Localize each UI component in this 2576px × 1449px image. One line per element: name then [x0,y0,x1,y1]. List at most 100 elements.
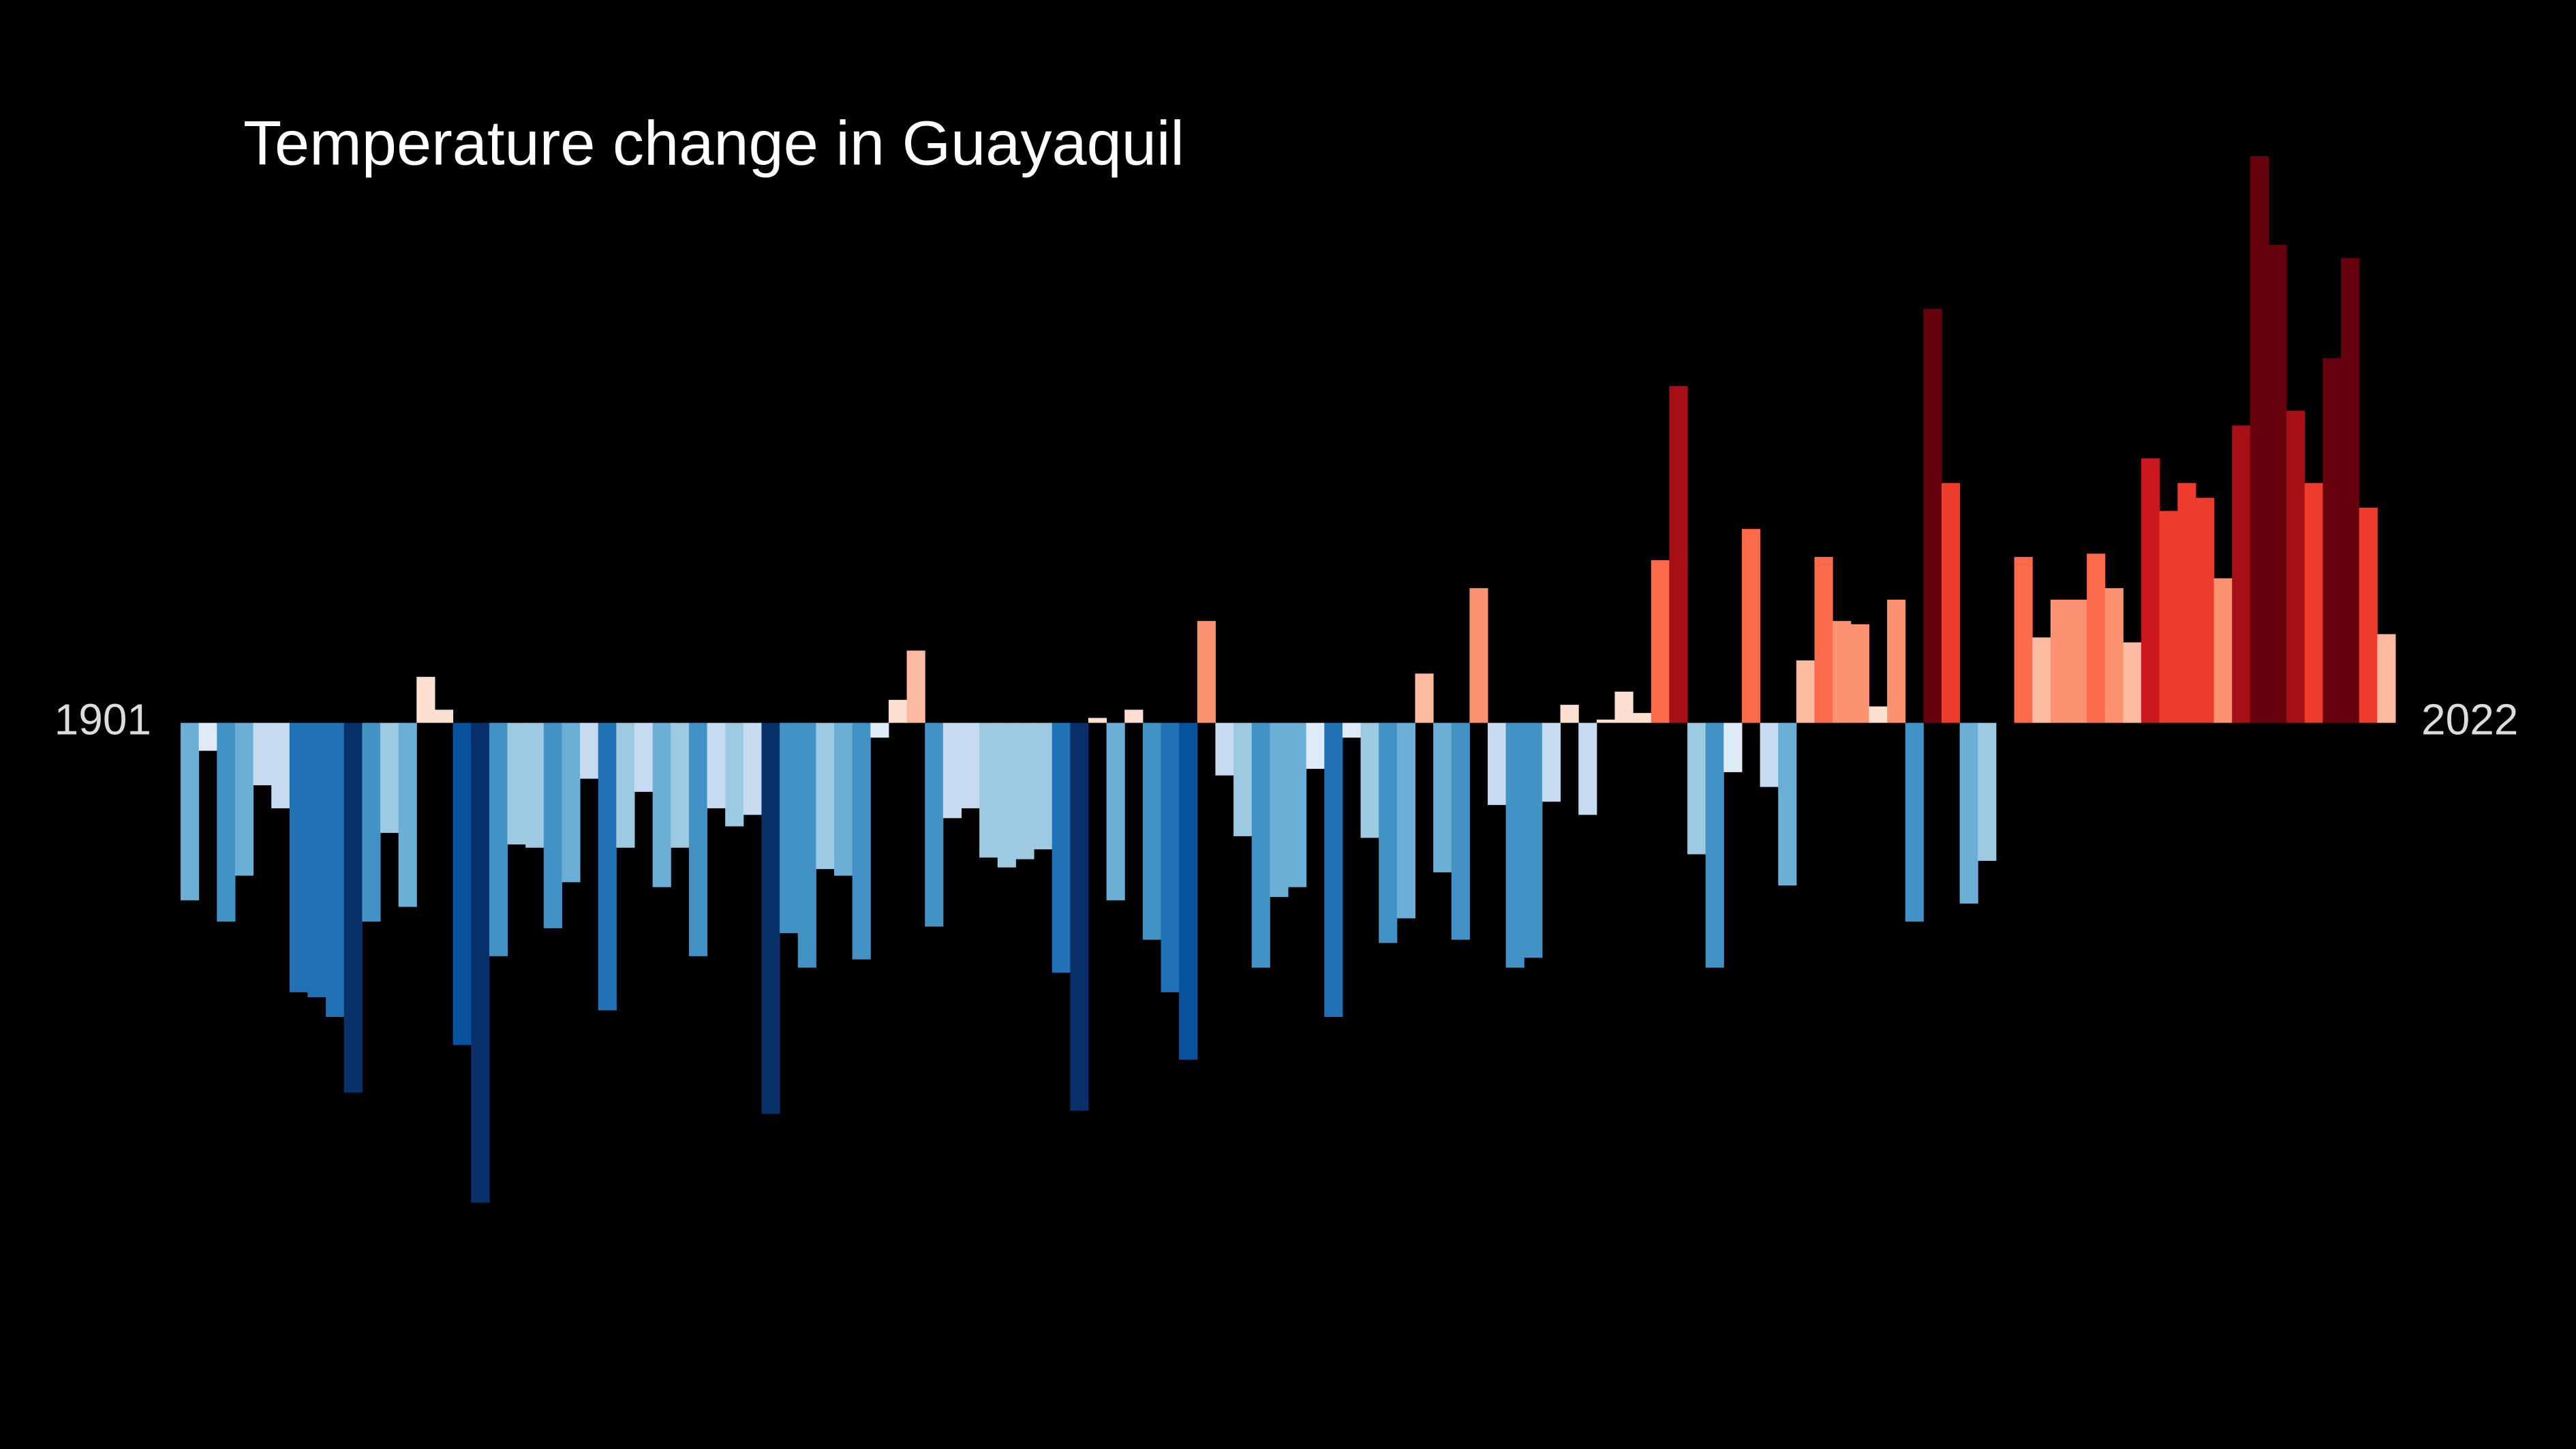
bar [1978,722,1997,861]
bar [761,722,780,1114]
bar [1669,386,1688,723]
bar [1124,710,1144,723]
bar [2123,642,2142,723]
bar [1778,722,1797,886]
bar [562,722,581,883]
bar [2304,483,2323,723]
bar [1088,718,1107,723]
bar [725,722,744,827]
bar [1560,705,1579,723]
bar [652,722,671,887]
bar [1396,722,1415,919]
bar [1270,722,1289,898]
bar [1705,722,1724,968]
bar [1578,722,1597,815]
bar [997,722,1016,868]
bar [1342,722,1362,738]
bar [507,722,526,844]
bar [2068,599,2087,723]
bar [1433,722,1452,872]
bar [870,722,889,738]
bar [1923,309,1942,723]
bar [1723,722,1743,772]
bar [1215,722,1234,776]
bar [1179,722,1198,1060]
bar [1942,483,1961,723]
year-label: 2022 [2421,695,2518,744]
bar [434,710,454,723]
bar [852,722,871,960]
bar [2377,634,2396,723]
bar [217,722,236,922]
bar [1651,560,1670,723]
bar [2341,258,2360,723]
bar [234,722,254,876]
bar [1614,691,1634,723]
bar [906,650,925,723]
bar [1052,722,1071,973]
bar [289,722,308,992]
year-label: 1901 [55,695,151,744]
bar [1887,599,1906,723]
bar [1687,722,1706,855]
bar [398,722,417,907]
bar [253,722,272,786]
chart-title: Temperature change in Guayaquil [243,108,1184,178]
bar [1488,722,1507,806]
bar [2268,245,2287,723]
bar [834,722,853,876]
bar [471,722,490,1203]
bar [1251,722,1270,968]
bar [343,722,363,1093]
bar [1850,624,1869,723]
bar [1379,722,1398,943]
bar [2322,358,2342,723]
bar [2032,637,2051,723]
bar [1197,621,1216,723]
bar [1324,722,1343,1018]
bar [1760,722,1779,787]
bar [2141,458,2160,723]
bar [181,722,200,900]
bar [1796,660,1815,723]
bar [616,722,635,848]
bar [888,699,908,723]
bar [961,722,980,808]
bar [362,722,381,922]
bar [634,722,654,792]
bar [198,722,217,751]
bar [1633,713,1652,723]
bar [271,722,290,808]
bar [2050,599,2069,723]
bar [1524,722,1543,958]
bar [1505,722,1524,968]
bar [2250,155,2269,723]
bar [979,722,998,858]
bar [797,722,816,968]
bar [1034,722,1053,850]
bar [2104,588,2123,723]
bar [671,722,690,848]
bar [2286,410,2305,723]
bar [1814,557,1833,723]
bar [1360,722,1379,838]
bar [326,722,345,1018]
bar [816,722,835,870]
bar [1469,588,1488,723]
bar [707,722,726,808]
bar [1015,722,1034,859]
bar [743,722,762,815]
bar [1451,722,1470,940]
bar [598,722,617,1011]
bar [1306,722,1325,769]
bar [1161,722,1180,992]
bar [1415,673,1434,723]
bar [525,722,545,848]
bar [1233,722,1253,836]
bar [2014,557,2033,723]
bar [416,677,435,723]
bar [580,722,599,779]
bar [1741,529,1761,723]
bar [380,722,399,834]
